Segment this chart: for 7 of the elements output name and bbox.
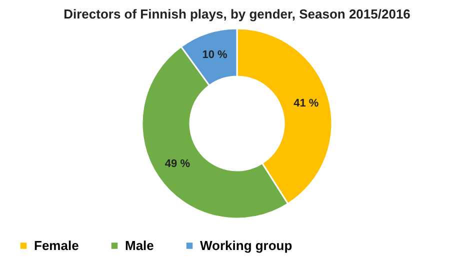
data-label: 10 %	[202, 49, 228, 62]
data-label: 41 %	[294, 97, 319, 110]
chart-title: Directors of Finnish plays, by gender, Season 2015/2016	[64, 6, 410, 22]
legend-label: Working group	[200, 238, 292, 253]
data-label: 49 %	[164, 158, 190, 170]
legend-label: Female	[34, 238, 79, 253]
legend-label: Male	[125, 238, 154, 253]
